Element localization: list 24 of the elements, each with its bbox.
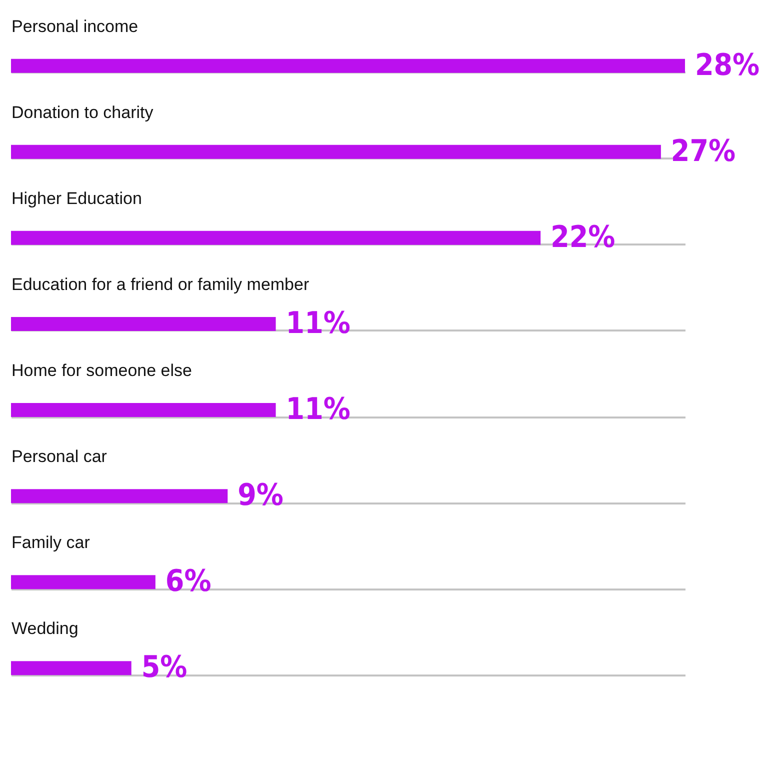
y-tick-label: Education for a friend or family member — [12, 274, 310, 294]
data-label: 22% — [550, 220, 616, 255]
data-label: 28% — [695, 48, 760, 83]
bar — [11, 403, 276, 418]
bar — [11, 144, 661, 159]
y-tick-label: Home for someone else — [12, 361, 192, 380]
y-tick-label: Personal income — [12, 16, 138, 36]
y-tick-label: Personal car — [12, 447, 108, 466]
y-tick-label: Higher Education — [12, 188, 142, 208]
data-label: 9% — [238, 478, 284, 514]
data-label: 6% — [165, 564, 212, 600]
data-label: 11% — [286, 392, 350, 428]
data-label: 11% — [286, 306, 350, 341]
y-tick-label: Wedding — [12, 619, 78, 638]
bar — [11, 58, 685, 73]
bar — [11, 316, 276, 331]
data-label: 5% — [141, 650, 188, 686]
bar — [11, 575, 156, 590]
y-tick-label: Donation to charity — [12, 102, 154, 122]
y-tick-label: Family car — [12, 533, 90, 552]
bar — [11, 489, 228, 504]
bar — [11, 661, 132, 676]
data-label: 27% — [670, 134, 736, 169]
bar — [11, 230, 541, 245]
